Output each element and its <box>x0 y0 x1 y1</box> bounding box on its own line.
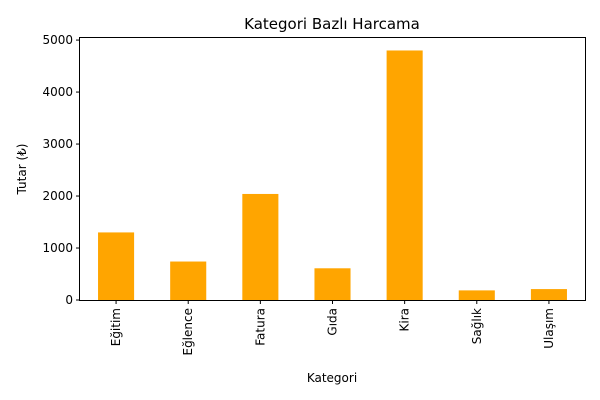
bars-group <box>98 50 567 300</box>
bar-2 <box>242 193 279 300</box>
y-tick-label-4: 4000 <box>42 85 73 99</box>
x-axis: Eğitim Eğlence Fatura Gıda Kira Sağlık Ulaşım <box>109 300 556 356</box>
y-tick-label-2: 2000 <box>42 189 73 203</box>
x-tick-label-6: Ulaşım <box>542 308 556 349</box>
plot-frame <box>79 37 586 301</box>
x-axis-label: Kategori <box>307 371 357 385</box>
y-axis-label: Tutar (₺) <box>15 144 29 196</box>
y-tick-label-0: 0 <box>65 293 73 307</box>
x-tick-label-0: Eğitim <box>109 308 123 346</box>
bar-6 <box>530 289 567 300</box>
x-tick-label-5: Sağlık <box>470 308 484 344</box>
bar-3 <box>314 268 351 300</box>
x-tick-label-2: Fatura <box>253 308 267 346</box>
bar-4 <box>386 50 423 300</box>
chart-title: Kategori Bazlı Harcama <box>244 15 420 33</box>
bar-5 <box>458 290 495 300</box>
bar-0 <box>98 232 135 300</box>
bar-1 <box>170 261 207 300</box>
y-tick-label-3: 3000 <box>42 137 73 151</box>
x-tick-label-1: Eğlence <box>181 308 195 356</box>
y-tick-label-1: 1000 <box>42 241 73 255</box>
y-tick-label-5: 5000 <box>42 33 73 47</box>
x-tick-label-4: Kira <box>398 308 412 332</box>
y-axis: 0 1000 2000 3000 4000 5000 <box>42 33 80 307</box>
x-tick-label-3: Gıda <box>326 308 340 336</box>
